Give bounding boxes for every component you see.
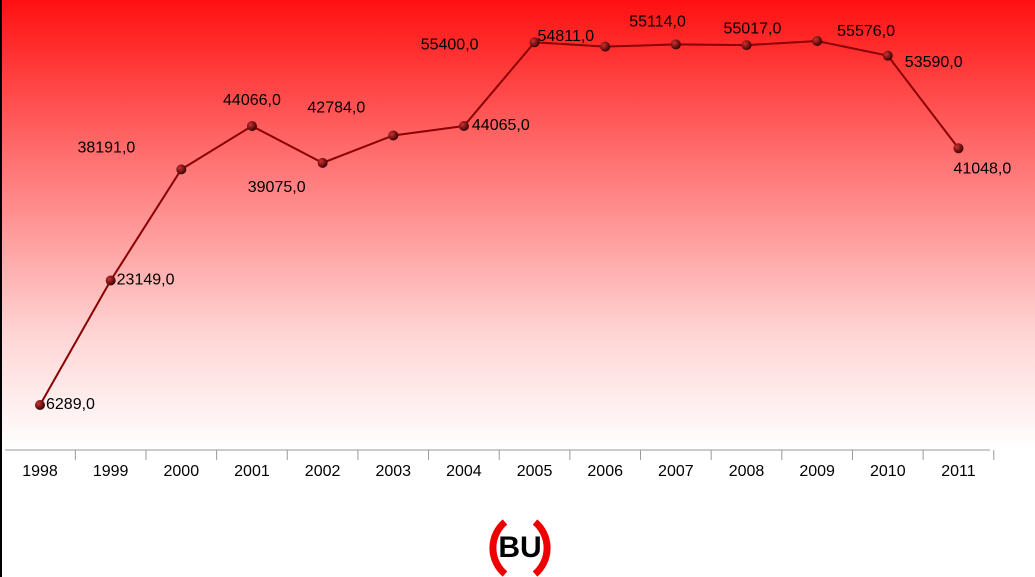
x-tick-label: 2011 [941, 463, 976, 480]
plot-background [0, 0, 1035, 450]
data-label: 55400,0 [421, 37, 479, 54]
data-label: 23149,0 [117, 272, 175, 289]
marker [529, 37, 540, 48]
x-tick-label: 2006 [587, 463, 623, 480]
x-tick-label: 2002 [305, 463, 341, 480]
marker [105, 275, 116, 286]
marker [812, 36, 823, 46]
x-tick-label: 2000 [164, 463, 200, 480]
data-label: 55576,0 [837, 23, 895, 40]
marker [600, 41, 611, 52]
data-label: 39075,0 [248, 179, 306, 196]
x-tick-label: 2005 [517, 463, 553, 480]
data-label: 42784,0 [307, 100, 365, 117]
data-label: 54811,0 [538, 28, 595, 45]
x-tick-label: 1999 [93, 463, 129, 480]
marker [670, 39, 681, 50]
data-label: 55017,0 [724, 20, 782, 37]
data-label: 53590,0 [905, 54, 963, 71]
data-label: 55114,0 [629, 14, 686, 31]
marker [35, 400, 45, 410]
logo-text: BU [498, 531, 541, 564]
marker [953, 143, 964, 154]
x-tick-label: 1998 [22, 463, 58, 480]
x-tick-label: 2007 [658, 463, 694, 480]
x-tick-label: 2008 [729, 463, 765, 480]
marker [246, 121, 257, 132]
marker [741, 40, 752, 51]
logo: BU [489, 519, 551, 577]
data-label: 44066,0 [223, 92, 281, 109]
line [39, 39, 960, 406]
marker [317, 157, 328, 168]
x-tick-label: 2001 [234, 463, 270, 480]
x-tick-label: 2004 [446, 463, 482, 480]
data-label: 38191,0 [77, 140, 135, 157]
data-label: 6289,0 [46, 396, 95, 413]
marker [388, 130, 399, 141]
data-label: 44065,0 [472, 117, 530, 134]
marker [882, 50, 893, 61]
marker [176, 164, 187, 175]
data-label: 41048,0 [953, 161, 1011, 178]
x-tick-label: 2010 [870, 463, 906, 480]
x-tick-label: 2009 [799, 463, 835, 480]
marker [458, 121, 469, 132]
x-tick-label: 2003 [375, 463, 411, 480]
